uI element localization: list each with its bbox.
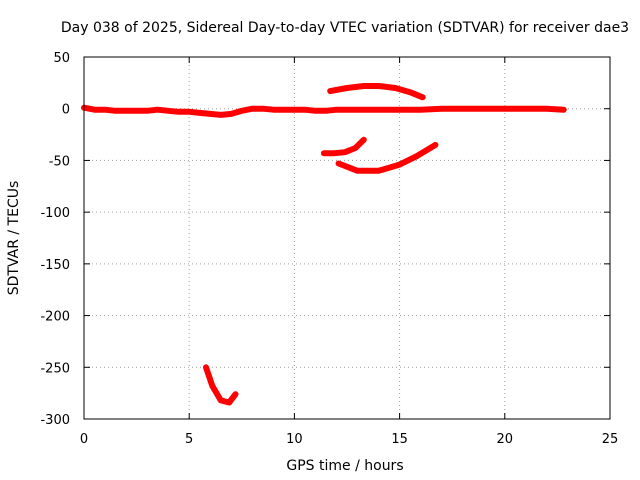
x-tick-labels: 0 5 10 15 20 25 — [80, 432, 618, 447]
y-tick-label: 50 — [53, 51, 70, 66]
x-tick-label: 0 — [80, 432, 88, 447]
y-tick-label: -300 — [40, 413, 70, 428]
data-series — [81, 83, 567, 406]
y-tick-label: -250 — [40, 361, 70, 376]
chart-title: Day 038 of 2025, Sidereal Day-to-day VTE… — [61, 20, 629, 36]
y-tick-label: -200 — [40, 310, 70, 325]
y-axis-label: SDTVAR / TECUs — [6, 181, 22, 296]
series-arc-middle — [335, 141, 439, 174]
series-arc-upper — [327, 83, 426, 101]
y-tick-label: 0 — [62, 103, 70, 118]
series-main-trace — [81, 104, 567, 118]
x-tick-label: 15 — [391, 432, 408, 447]
x-tick-label: 20 — [497, 432, 514, 447]
x-tick-label: 5 — [185, 432, 193, 447]
grid-lines — [84, 57, 610, 419]
y-tick-label: -100 — [40, 206, 70, 221]
x-tick-label: 25 — [602, 432, 619, 447]
x-axis-label: GPS time / hours — [286, 458, 403, 474]
y-tick-label: -50 — [49, 154, 70, 169]
series-arc-middle-left — [320, 136, 367, 157]
series-arc-bottom — [203, 364, 239, 406]
x-tick-label: 10 — [286, 432, 303, 447]
plot-frame — [83, 56, 611, 420]
y-tick-labels: 50 0 -50 -100 -150 -200 -250 -300 — [40, 51, 70, 428]
y-tick-label: -150 — [40, 258, 70, 273]
